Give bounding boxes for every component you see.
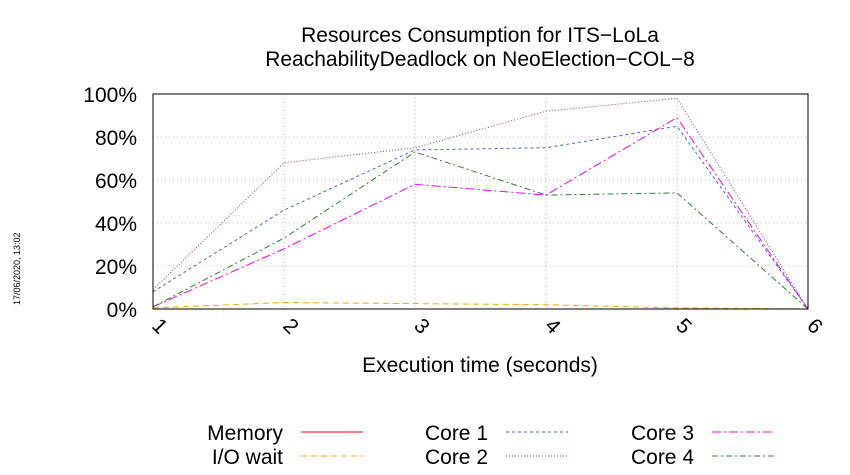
y-tick-label: 0% [107, 299, 137, 322]
x-tick-label: 3 [409, 314, 434, 339]
date-stamp: 17/06/2020, 13:02 [12, 232, 22, 305]
series-line-core-4 [152, 151, 809, 310]
y-tick-label: 100% [83, 84, 137, 107]
x-tick-label: 5 [671, 314, 696, 339]
legend-label-memory: Memory [207, 422, 283, 445]
legend-label-core-2: Core 2 [425, 446, 488, 469]
y-axis-ticks: 0% 20% 40% 60% 80% 100% [83, 84, 137, 322]
x-tick-label: 2 [278, 314, 303, 339]
x-tick-label: 6 [802, 314, 827, 339]
series-line-core-3 [152, 116, 809, 310]
y-tick-label: 40% [95, 213, 137, 236]
chart-title-line-2: ReachabilityDeadlock on NeoElection−COL−… [265, 48, 695, 71]
chart-title-line-1: Resources Consumption for ITS−LoLa [301, 24, 659, 47]
legend-label-i-o-wait: I/O wait [212, 446, 283, 469]
grid-lines [152, 93, 809, 310]
legend-label-core-3: Core 3 [631, 422, 694, 445]
y-tick-label: 80% [95, 127, 137, 150]
y-tick-label: 60% [95, 170, 137, 193]
legend-label-core-4: Core 4 [631, 446, 694, 469]
x-axis-ticks: 1 2 3 4 5 6 [147, 314, 827, 339]
x-axis-label: Execution time (seconds) [362, 354, 598, 377]
y-tick-label: 20% [95, 256, 137, 279]
x-tick-label: 4 [540, 314, 565, 339]
series-lines [152, 97, 809, 310]
series-line-i-o-wait [152, 302, 809, 310]
plot-frame [152, 93, 809, 310]
legend-label-core-1: Core 1 [425, 422, 488, 445]
x-tick-label: 1 [147, 314, 172, 339]
series-line-core-1 [152, 125, 809, 310]
series-line-core-2 [152, 97, 809, 310]
